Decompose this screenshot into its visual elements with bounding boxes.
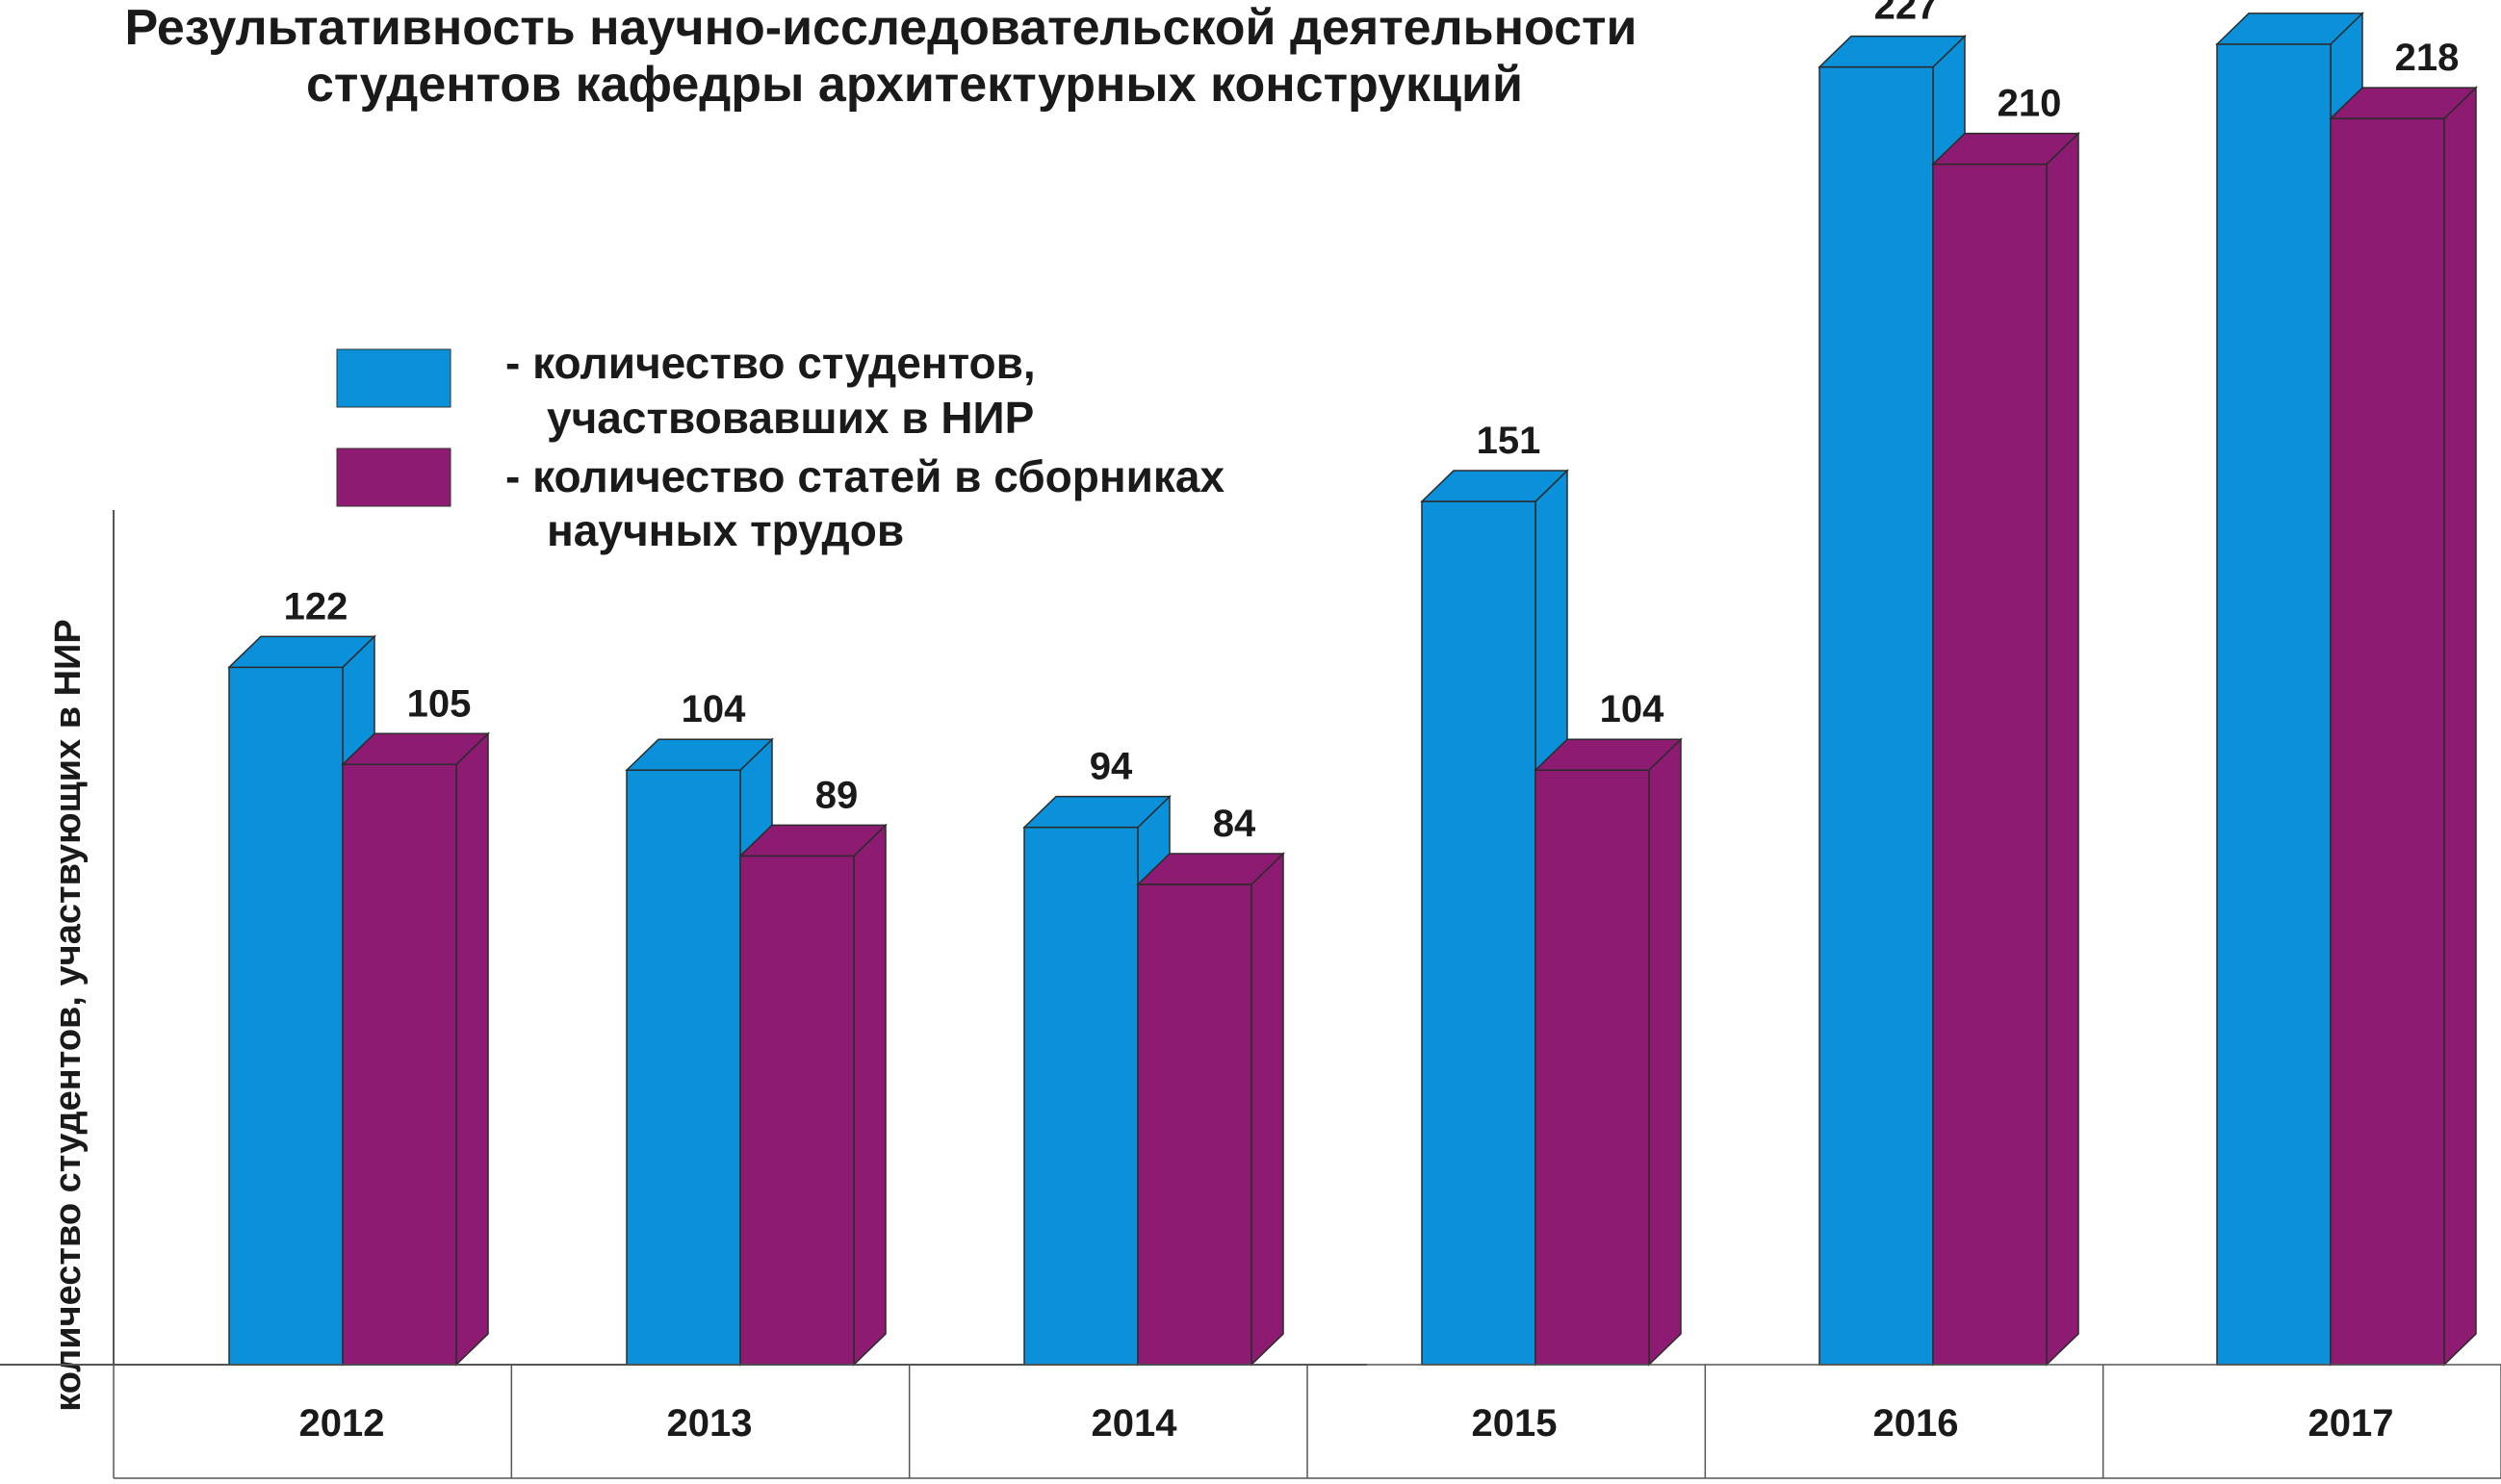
- x-tick-label-2013: 2013: [667, 1402, 753, 1445]
- bar-students-2014-top: [1022, 795, 1172, 829]
- bar-students-2016-front: [1818, 65, 1934, 1366]
- bar-articles-2017-value-label: 218: [2395, 37, 2460, 79]
- bar-articles-2013-front: [739, 855, 855, 1366]
- bar-students-2017-front: [2216, 43, 2332, 1366]
- bar-articles-2017-front: [2330, 117, 2445, 1366]
- bar-students-2012-value-label: 122: [284, 585, 348, 627]
- x-tick-label-2014: 2014: [1092, 1402, 1178, 1445]
- x-tick-label-2017: 2017: [2308, 1402, 2394, 1445]
- bar-articles-2015-front: [1534, 769, 1650, 1366]
- legend-swatch-students: [336, 348, 451, 408]
- y-axis-label: количество студентов, участвующих в НИР: [48, 619, 89, 1411]
- bar-students-2012-top: [227, 635, 376, 669]
- bar-articles-2014-top: [1136, 853, 1285, 885]
- bar-students-2012-front: [228, 666, 344, 1366]
- bar-students-2013-front: [626, 769, 741, 1366]
- legend-label-students-line-1: - количество студентов,: [505, 338, 1036, 388]
- bar-articles-2017-top: [2329, 87, 2478, 119]
- chart-title-line-1: Результативность научно-исследовательско…: [125, 0, 1637, 56]
- bar-articles-2014-front: [1137, 883, 1252, 1366]
- bar-students-2015-front: [1421, 500, 1536, 1366]
- legend-label-articles-line-1: - количество статей в сборниках: [505, 451, 1225, 501]
- bar-articles-2017: 218: [2329, 37, 2478, 1367]
- bar-articles-2016-value-label: 210: [1998, 83, 2062, 125]
- x-tick-label-2016: 2016: [1873, 1402, 1959, 1445]
- bar-students-2015-value-label: 151: [1477, 420, 1541, 462]
- bar-articles-2014: 84: [1136, 803, 1285, 1367]
- legend-label-articles-line-2: научных трудов: [547, 505, 904, 555]
- legend: - количество студентов, участвовавших в …: [336, 338, 1225, 555]
- bar-students-2014-front: [1023, 826, 1139, 1366]
- bar-articles-2013: 89: [738, 774, 888, 1367]
- bar-students-2015-top: [1420, 470, 1569, 502]
- year-table: 2012 2013 2014 2015 2016 2017: [113, 1364, 2501, 1479]
- bar-articles-2014-value-label: 84: [1213, 803, 1256, 845]
- bar-students-2017-value-label: 231: [2272, 0, 2336, 5]
- bar-articles-2013-top: [738, 824, 888, 857]
- bar-articles-2012-front: [342, 763, 457, 1366]
- chart-title-line-2: студентов кафедры архитектурных конструк…: [306, 57, 1523, 113]
- bar-articles-2013-value-label: 89: [815, 774, 859, 816]
- bar-articles-2012: 105: [341, 682, 490, 1367]
- bar-articles-2014-side: [1250, 852, 1284, 1367]
- x-tick-label-2012: 2012: [299, 1402, 385, 1445]
- bar-students-2013-top: [625, 738, 774, 771]
- bar-students-2016-value-label: 227: [1874, 0, 1939, 28]
- bar-articles-2012-top: [341, 732, 490, 766]
- bar-articles-2016-side: [2046, 131, 2079, 1367]
- bar-students-2017-top: [2215, 13, 2364, 45]
- bar-articles-2012-value-label: 105: [407, 682, 472, 725]
- bar-articles-2016-top: [1931, 132, 2080, 166]
- bar-articles-2015-side: [1648, 737, 1682, 1367]
- bar-students-2014-value-label: 94: [1090, 746, 1133, 788]
- legend-swatch-articles: [336, 448, 451, 507]
- bar-articles-2017-side: [2443, 86, 2477, 1367]
- bar-students-2013-value-label: 104: [682, 688, 746, 730]
- bar-articles-2015: 104: [1534, 688, 1683, 1367]
- legend-label-students-line-2: участвовавших в НИР: [547, 393, 1034, 443]
- bar-students-2016-top: [1818, 35, 1967, 68]
- bar-articles-2013-side: [853, 823, 887, 1367]
- x-tick-label-2015: 2015: [1472, 1402, 1558, 1445]
- bars: 122 105 104 89 94 84 151 104 227 210 231 218: [227, 0, 2478, 1367]
- bar-articles-2012-side: [455, 731, 489, 1367]
- bar-articles-2016: 210: [1931, 83, 2080, 1367]
- bar-articles-2015-top: [1534, 738, 1683, 771]
- bar-articles-2015-value-label: 104: [1600, 688, 1664, 730]
- bar-articles-2016-front: [1932, 163, 2048, 1366]
